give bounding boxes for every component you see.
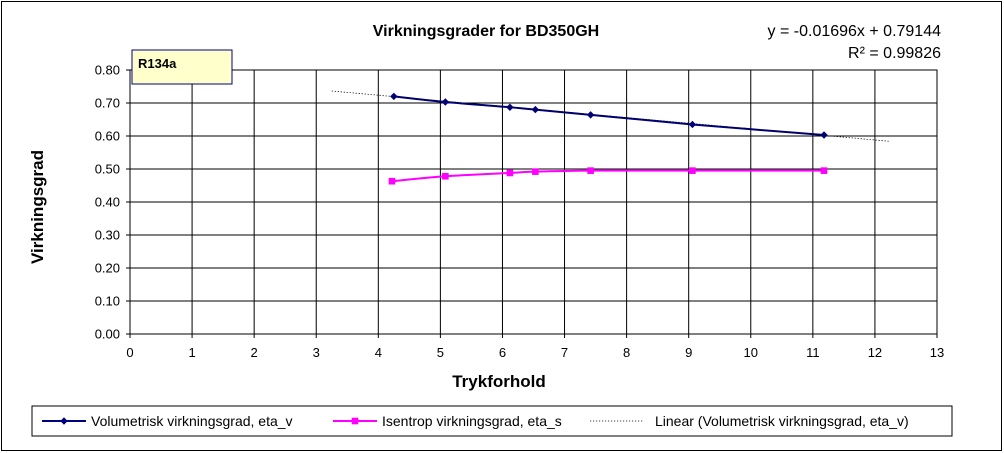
series-0-point-4	[586, 111, 595, 119]
series-1-point-1	[442, 172, 449, 180]
y-tick-label: 0.00	[95, 327, 120, 342]
x-tick-label: 5	[437, 345, 444, 360]
series-1-point-5	[689, 167, 696, 174]
refrigerant-label: R134a	[138, 56, 177, 71]
y-axis-title: Virkningsgrad	[28, 150, 47, 264]
x-axis-title: Trykforhold	[452, 372, 546, 391]
legend-label-2: Linear (Volumetrisk virkningsgrad, eta_v…	[655, 413, 909, 429]
y-tick-label: 0.10	[95, 294, 120, 309]
x-tick-label: 2	[251, 345, 258, 360]
x-tick-label: 11	[806, 345, 820, 360]
y-tick-label: 0.40	[95, 195, 120, 210]
legend-label-1: Isentrop virkningsgrad, eta_s	[382, 413, 562, 429]
legend-box	[31, 405, 953, 437]
trendline-r-squared: R² = 0.99826	[848, 45, 941, 62]
x-tick-label: 3	[313, 345, 320, 360]
x-tick-label: 13	[930, 345, 944, 360]
series-1-point-4	[587, 167, 594, 174]
legend-label-0: Volumetrisk virkningsgrad, eta_v	[91, 413, 293, 429]
series-1-point-6	[820, 167, 828, 174]
x-tick-label: 7	[561, 345, 568, 360]
legend-marker-1	[351, 417, 359, 425]
x-tick-label: 12	[868, 345, 882, 360]
series-1-point-0	[388, 177, 396, 185]
y-tick-label: 0.80	[95, 63, 120, 78]
y-tick-label: 0.70	[95, 96, 120, 111]
trendline-equation: y = -0.01696x + 0.79144	[768, 23, 942, 40]
x-tick-label: 9	[685, 345, 692, 360]
y-tick-label: 0.60	[95, 129, 120, 144]
x-tick-labels: 0 1 2 3 4 5 6 7 8 9 10 11 12 13	[126, 345, 944, 360]
x-tick-label: 8	[623, 345, 630, 360]
legend: Volumetrisk virkningsgrad, eta_v Isentrop…	[42, 413, 909, 429]
y-tick-label: 0.20	[95, 261, 120, 276]
y-tick-label: 0.30	[95, 228, 120, 243]
series-layer	[331, 90, 891, 185]
x-tick-label: 1	[188, 345, 195, 360]
y-tick-label: 0.50	[95, 162, 120, 177]
x-tick-label: 10	[744, 345, 758, 360]
x-tick-label: 4	[375, 345, 382, 360]
refrigerant-textbox	[131, 49, 233, 85]
series-1-point-2	[506, 169, 514, 177]
series-0-point-2	[506, 103, 514, 111]
trendline-series-2	[331, 90, 891, 142]
y-tick-labels: 0.00 0.10 0.20 0.30 0.40 0.50 0.60 0.70 0.80	[95, 63, 120, 342]
series-1-point-3	[532, 168, 539, 175]
x-tick-label: 0	[126, 345, 133, 360]
series-0-point-0	[390, 92, 398, 101]
x-tick-label: 6	[499, 345, 506, 360]
series-0-point-6	[820, 131, 828, 139]
legend-marker-0	[60, 417, 68, 425]
chart-title: Virkningsgrader for BD350GH	[373, 23, 599, 40]
